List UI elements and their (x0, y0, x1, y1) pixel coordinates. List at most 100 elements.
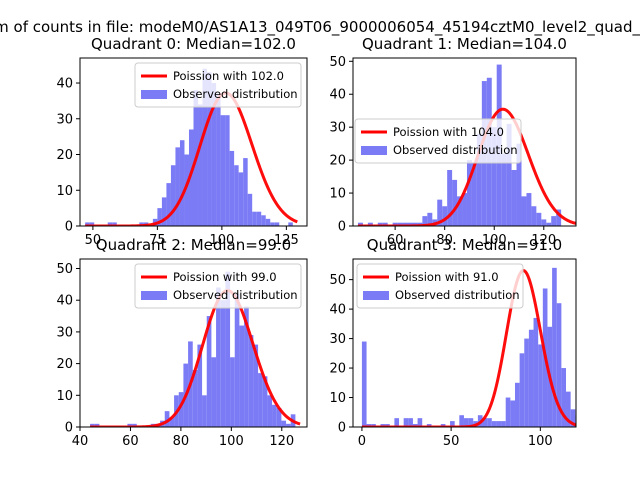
y-tick-label: 30 (56, 112, 73, 127)
hist-bar (258, 373, 263, 427)
hist-bar (157, 208, 162, 226)
hist-bar (127, 423, 133, 427)
hist-bar (538, 344, 543, 427)
hist-bar (107, 222, 113, 226)
poisson-curve (361, 269, 576, 427)
hist-bar (230, 357, 235, 427)
hist-bar (447, 170, 453, 226)
y-tick-label: 50 (329, 273, 346, 288)
y-tick-label: 20 (329, 154, 346, 169)
hist-bar (262, 376, 268, 427)
hist-bar (179, 140, 185, 226)
hist-bar (526, 193, 532, 226)
x-tick-label: 60 (387, 233, 404, 248)
hist-bar (225, 271, 231, 427)
hist-bar (556, 209, 562, 226)
hist-bar (552, 267, 557, 427)
subplot-title: Quadrant 1: Median=104.0 (362, 35, 567, 53)
legend-hist-label: Observed distribution (173, 87, 298, 101)
legend: Poission with 91.0 Observed distribution (356, 263, 524, 309)
x-tick-label: 80 (436, 233, 453, 248)
hist-bar (505, 397, 511, 427)
legend: Poission with 99.0 Observed distribution (134, 263, 302, 309)
legend-hist-swatch (141, 90, 167, 99)
hist-bar (459, 415, 464, 427)
hist-bar (216, 93, 221, 226)
hist-bar (161, 197, 167, 226)
legend-hist-swatch (363, 291, 389, 300)
subplot-title: Quadrant 0: Median=102.0 (91, 35, 296, 53)
y-tick-label: 0 (65, 421, 73, 436)
hist-bar (197, 344, 203, 427)
hist-bar (206, 316, 212, 427)
x-tick-label: 40 (72, 434, 89, 449)
legend-curve-label: Poission with 104.0 (393, 125, 504, 139)
hist-bar (452, 179, 458, 226)
hist-bar (267, 395, 273, 427)
hist-bar (496, 421, 502, 427)
hist-bar (188, 129, 194, 226)
hist-bar (234, 293, 240, 427)
hist-bar (516, 143, 522, 226)
hist-bar (491, 127, 497, 226)
x-tick-label: 80 (173, 434, 190, 449)
x-tick-label: 120 (269, 434, 294, 449)
hist-bar (247, 193, 253, 226)
hist-bar (570, 409, 576, 427)
y-tick-label: 0 (65, 220, 73, 235)
hist-bar (546, 222, 552, 226)
hist-bar (166, 183, 171, 226)
hist-bar (528, 329, 534, 427)
legend-hist-swatch (141, 291, 167, 300)
hist-bar (561, 368, 567, 427)
x-tick-label: 100 (482, 233, 507, 248)
x-tick-label: 100 (219, 434, 244, 449)
hist-bar (112, 222, 117, 226)
hist-bar (377, 222, 383, 226)
subplot-quadrant-1: 60 80 100 120 0 10 20 30 40 50 Quadrant 1: Median=… (329, 35, 577, 248)
poisson-curve (357, 107, 576, 226)
hist-bar (252, 211, 257, 226)
hist-bar (556, 303, 562, 427)
x-tick-label: 125 (274, 233, 299, 248)
y-tick-label: 40 (329, 303, 346, 318)
hist-bar (442, 206, 448, 226)
y-tick-label: 40 (329, 88, 346, 103)
hist-bar (506, 123, 512, 226)
hist-bar (457, 196, 463, 226)
legend-hist-swatch (361, 146, 387, 155)
subplot-quadrant-3: 0 50 100 0 10 20 30 40 50 Quadrant 3: Median=91.0… (329, 236, 577, 449)
y-tick-label: 50 (329, 55, 346, 70)
y-tick-label: 20 (56, 357, 73, 372)
hist-bar (482, 418, 488, 427)
legend: Poission with 104.0 Observed distribution (354, 118, 522, 164)
hist-bar (229, 150, 235, 226)
subplot-quadrant-0: 50 75 100 125 0 10 20 30 40 Quadrant 0: Median=10… (56, 35, 308, 248)
hist-bar (211, 83, 217, 226)
hist-bar (248, 335, 254, 427)
legend-box (134, 263, 302, 309)
y-tick-label: 10 (56, 389, 73, 404)
hist-bar (437, 199, 443, 226)
hist-bar (132, 423, 137, 427)
hist-bar (274, 222, 280, 226)
hist-bar (272, 404, 277, 427)
axes-frame (79, 258, 308, 428)
x-tick-label: 100 (209, 233, 234, 248)
legend-box (356, 263, 524, 309)
x-tick-label: 60 (122, 434, 139, 449)
hist-bar (487, 418, 492, 427)
hist-bar (169, 417, 175, 427)
y-tick-label: 20 (329, 362, 346, 377)
hist-bar (225, 115, 230, 226)
hist-bar (541, 219, 547, 226)
hist-bar (265, 218, 271, 226)
hist-bar (85, 222, 90, 226)
hist-bar (536, 212, 542, 226)
x-tick-label: 50 (443, 434, 460, 449)
y-tick-label: 20 (56, 148, 73, 163)
y-tick-label: 10 (329, 187, 346, 202)
y-tick-label: 30 (56, 325, 73, 340)
hist-bar (450, 421, 455, 427)
